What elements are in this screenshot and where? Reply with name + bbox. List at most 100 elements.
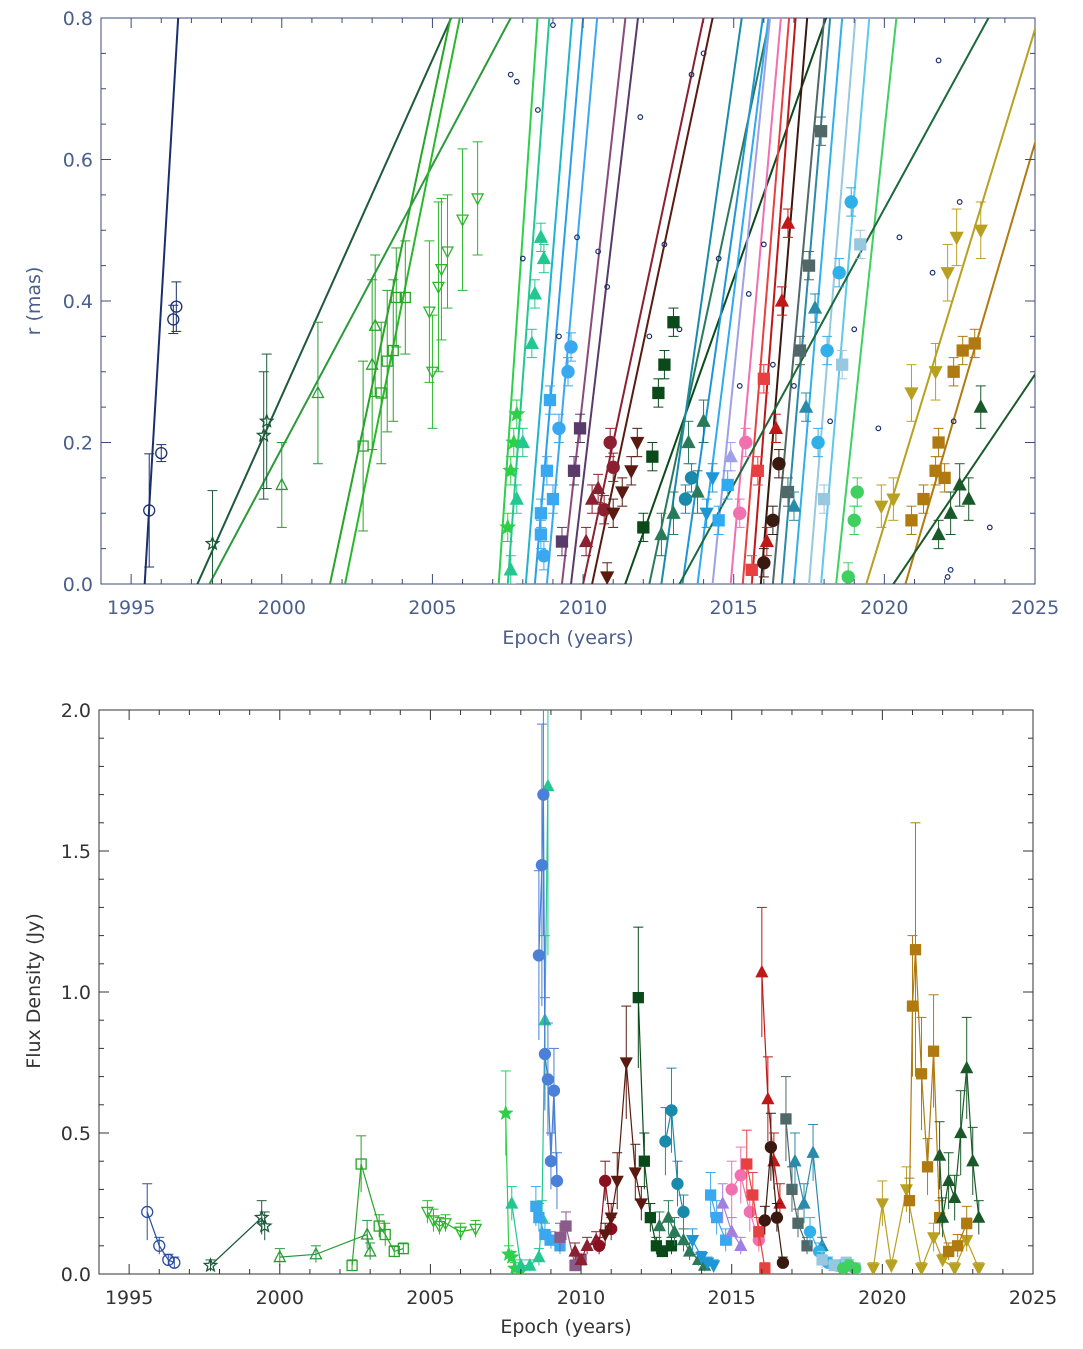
flux-point [966,1153,980,1167]
flux-point [682,1244,697,1257]
data-point [357,440,369,452]
flux-point [599,1174,612,1188]
minor-component-dot [550,22,556,28]
minor-component-dot [851,326,858,333]
data-point [652,386,665,400]
flux-point [764,1140,778,1154]
data-point [690,484,705,498]
data-point [375,387,387,399]
data-point [798,399,814,413]
flux-point [523,1258,537,1271]
data-point [832,266,846,280]
data-point [768,420,784,434]
flux-point [497,1105,514,1120]
data-point [723,448,738,463]
data-point [973,399,988,413]
flux-point [786,1183,798,1196]
data-point [745,563,758,576]
bottom-x-tick-label: 2010 [557,1287,605,1309]
minor-component-dot [637,114,644,120]
flux-point [503,1248,520,1264]
flux-point [710,1211,723,1224]
flux-point [759,1262,771,1274]
data-point [434,264,449,277]
minor-component-dot [661,241,668,248]
flux-point [379,1228,391,1241]
minor-component-dot [827,418,834,425]
data-point [508,405,526,422]
minor-component-dot [507,71,514,78]
flux-point [568,1244,582,1257]
data-point [793,344,807,357]
top-x-tick-label: 2020 [860,597,908,619]
data-point [712,514,725,527]
data-point [943,505,958,519]
flux-point [541,1073,555,1086]
flux-point [716,1196,730,1209]
data-point [721,478,734,492]
x-axis-label-top: Epoch (years) [502,627,633,649]
data-point [678,492,693,506]
flux-point [741,1158,753,1170]
flux-point [914,1263,929,1274]
flux-point [903,1195,916,1207]
data-point [814,125,828,138]
flux-point [420,1206,434,1220]
flux-point [533,1211,545,1224]
top-x-tick-label: 2015 [710,597,758,619]
data-point [440,246,455,259]
bottom-x-tick-label: 2005 [406,1287,454,1309]
fit-line-K19 [696,18,770,584]
data-point [772,457,786,471]
data-point [658,358,671,371]
flux-point [667,1224,682,1237]
fit-line-K1 [143,18,180,584]
flux-point [704,1189,717,1201]
flux-point [725,1183,738,1196]
flux-series-K15 [604,1062,642,1235]
flux-point [849,1262,862,1274]
flux-point [948,1190,962,1204]
plot-area-bottom [141,710,986,1274]
data-point [940,267,955,281]
minor-component-dot [947,566,954,573]
flux-point [355,1158,367,1170]
flux-point [671,1177,684,1190]
minor-component-dot [574,234,580,241]
flux-point [604,1212,618,1226]
fit-line-K26 [780,18,832,584]
flux-point [927,1045,940,1057]
data-point [502,461,520,479]
data-point [847,513,861,528]
bottom-y-tick-label: 0.0 [61,1264,91,1286]
flux-point [797,1196,811,1209]
fit-line-K9 [533,18,585,584]
flux-point [560,1220,572,1232]
flux-series-K27 [794,1152,823,1246]
flux-point [162,1253,175,1267]
data-point [956,344,969,357]
data-point [564,340,578,354]
flux-point [532,1249,546,1263]
flux-series-K32 [872,1189,980,1271]
data-point [567,464,581,477]
flux-point [544,1155,558,1168]
data-point [615,486,630,501]
data-point [524,335,539,350]
data-point [399,291,411,304]
flux-point [346,1259,358,1272]
flux-point [936,1254,950,1268]
flux-point [743,1205,756,1219]
minor-component-dot [769,361,776,368]
data-point [786,498,802,512]
flux-point [792,1217,804,1229]
data-point [739,435,753,450]
flux-point [453,1226,468,1240]
x-axis-label-bottom: Epoch (years) [500,1316,631,1338]
minor-component-dot [956,199,963,205]
flux-point [168,1256,181,1269]
data-point [757,556,771,570]
data-point [905,514,918,527]
data-point [533,229,549,243]
fit-line-K14 [591,18,714,584]
